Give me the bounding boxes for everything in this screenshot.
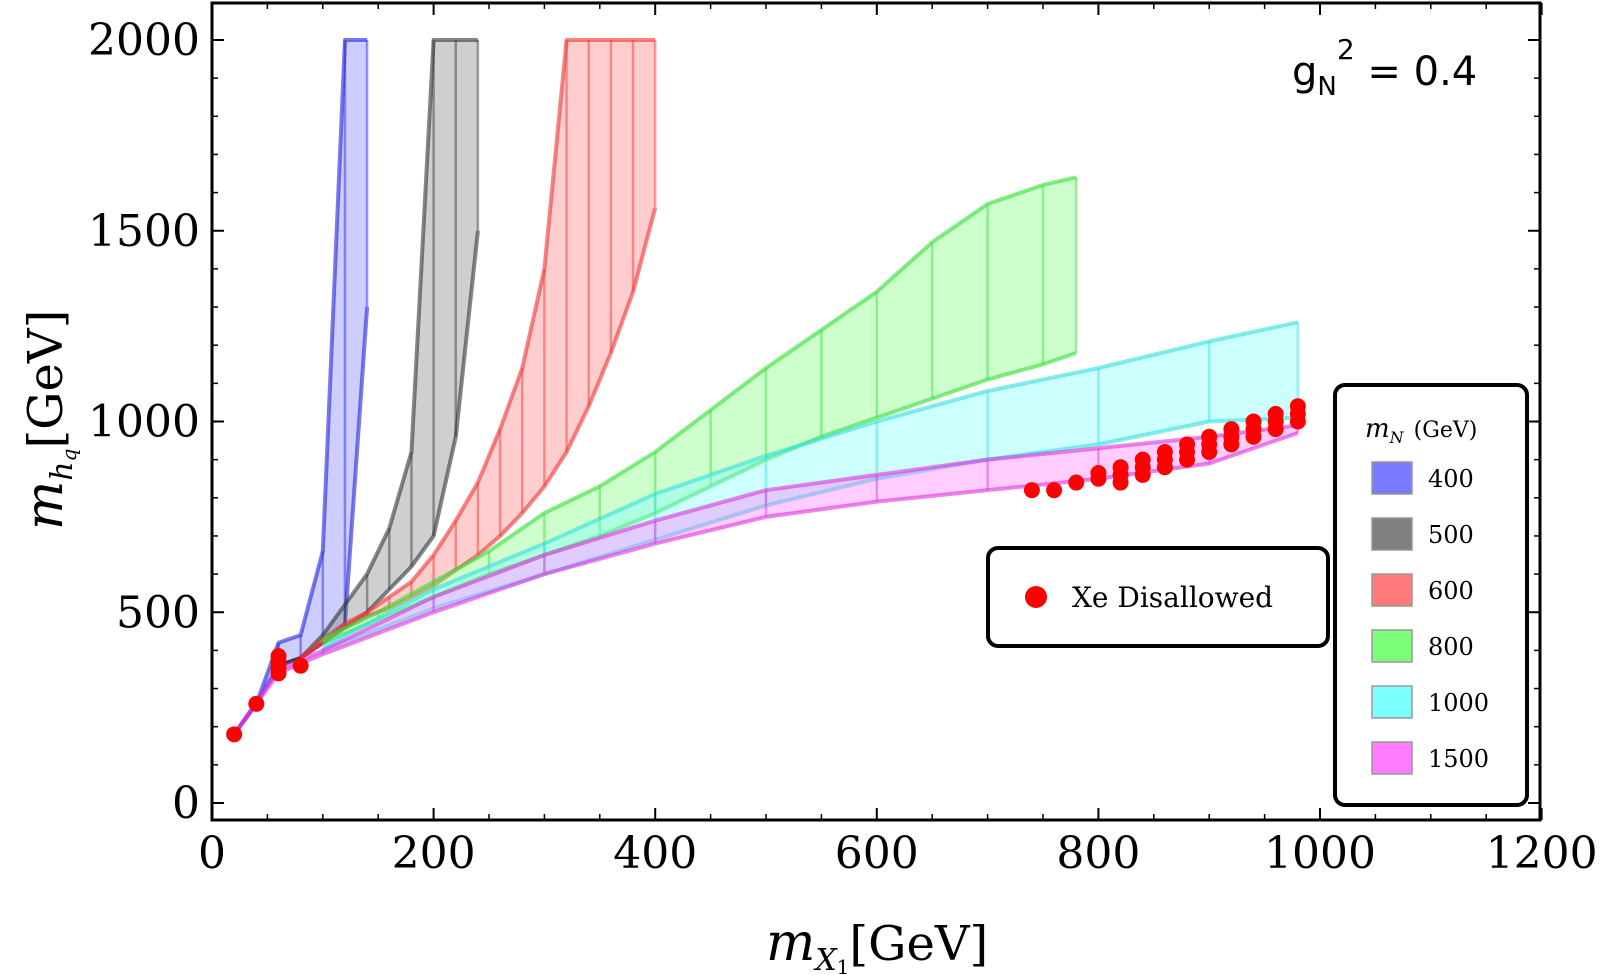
x-axis-title: mX1[GeV] xyxy=(766,913,988,975)
x-tick-label: 400 xyxy=(613,828,697,879)
xe-disallowed-point xyxy=(270,648,287,665)
x-tick-label: 0 xyxy=(198,828,226,879)
xe-disallowed-point xyxy=(248,695,265,712)
xe-disallowed-point xyxy=(1201,428,1218,445)
xe-legend-label: Xe Disallowed xyxy=(1072,581,1273,614)
y-tick-label: 1000 xyxy=(88,397,200,448)
band-upper-1000 xyxy=(321,320,1299,649)
band-fill-800 xyxy=(322,177,1077,643)
legend-label-800: 800 xyxy=(1428,633,1474,661)
xe-disallowed-point xyxy=(1289,398,1306,415)
coupling-annotation: gN2 = 0.4 xyxy=(1292,33,1477,102)
bands-group xyxy=(232,38,1300,736)
mn-legend-title: mN (GeV) xyxy=(1365,414,1477,447)
band-fill-400 xyxy=(234,40,368,735)
band-upper-800 xyxy=(321,175,1077,641)
x-tick-label: 1200 xyxy=(1486,828,1598,879)
x-tick-label: 800 xyxy=(1056,828,1140,879)
legend-swatch-600 xyxy=(1371,573,1413,607)
ticks-group: 0 200 400 600 800 1000 1200 0 500 1000 1500 2000 xyxy=(88,3,1598,879)
xe-disallowed-point xyxy=(1068,474,1085,491)
legend-items: 400 500 600 800 1000 1500 xyxy=(1371,461,1489,775)
band-fill-1000 xyxy=(322,322,1298,651)
xe-disallowed-point xyxy=(1223,421,1240,438)
y-tick-label: 0 xyxy=(172,778,200,829)
xe-legend-marker xyxy=(1025,586,1047,608)
legend-swatch-1000 xyxy=(1371,685,1413,719)
x-tick-label: 600 xyxy=(835,828,919,879)
xe-disallowed-point xyxy=(1267,405,1284,422)
band-upper-1500 xyxy=(232,423,1299,736)
legend-label-600: 600 xyxy=(1428,577,1474,605)
legend-label-1500: 1500 xyxy=(1428,745,1489,773)
band-fill-500 xyxy=(278,40,478,666)
legend-label-1000: 1000 xyxy=(1428,689,1489,717)
legend-swatch-800 xyxy=(1371,629,1413,663)
x-tick-label: 200 xyxy=(392,828,476,879)
legend-swatch-1500 xyxy=(1371,741,1413,775)
xe-disallowed-point xyxy=(1023,482,1040,499)
xe-disallowed-point xyxy=(1112,459,1129,476)
xe-points-group xyxy=(226,398,1306,743)
legend-swatch-500 xyxy=(1371,517,1413,551)
legend-label-400: 400 xyxy=(1428,465,1474,493)
y-tick-label: 1500 xyxy=(88,206,200,257)
y-tick-label: 2000 xyxy=(88,15,200,66)
xe-disallowed-point xyxy=(1179,436,1196,453)
legend-label-500: 500 xyxy=(1428,521,1474,549)
band-upper-600 xyxy=(299,38,656,660)
band-fill-600 xyxy=(300,40,656,659)
xe-disallowed-point xyxy=(1245,413,1262,430)
xe-disallowed-point xyxy=(1046,482,1063,499)
y-axis-title: mhq[GeV] xyxy=(15,310,81,530)
x-tick-label: 1000 xyxy=(1264,828,1376,879)
legend-swatch-400 xyxy=(1371,461,1413,495)
xe-disallowed-point xyxy=(292,657,309,674)
xe-disallowed-point xyxy=(1090,465,1107,482)
xe-disallowed-point xyxy=(1156,444,1173,461)
xe-disallowed-point xyxy=(226,726,243,743)
xe-legend-box xyxy=(986,546,1330,648)
y-tick-label: 500 xyxy=(116,587,200,638)
xe-disallowed-point xyxy=(1134,451,1151,468)
